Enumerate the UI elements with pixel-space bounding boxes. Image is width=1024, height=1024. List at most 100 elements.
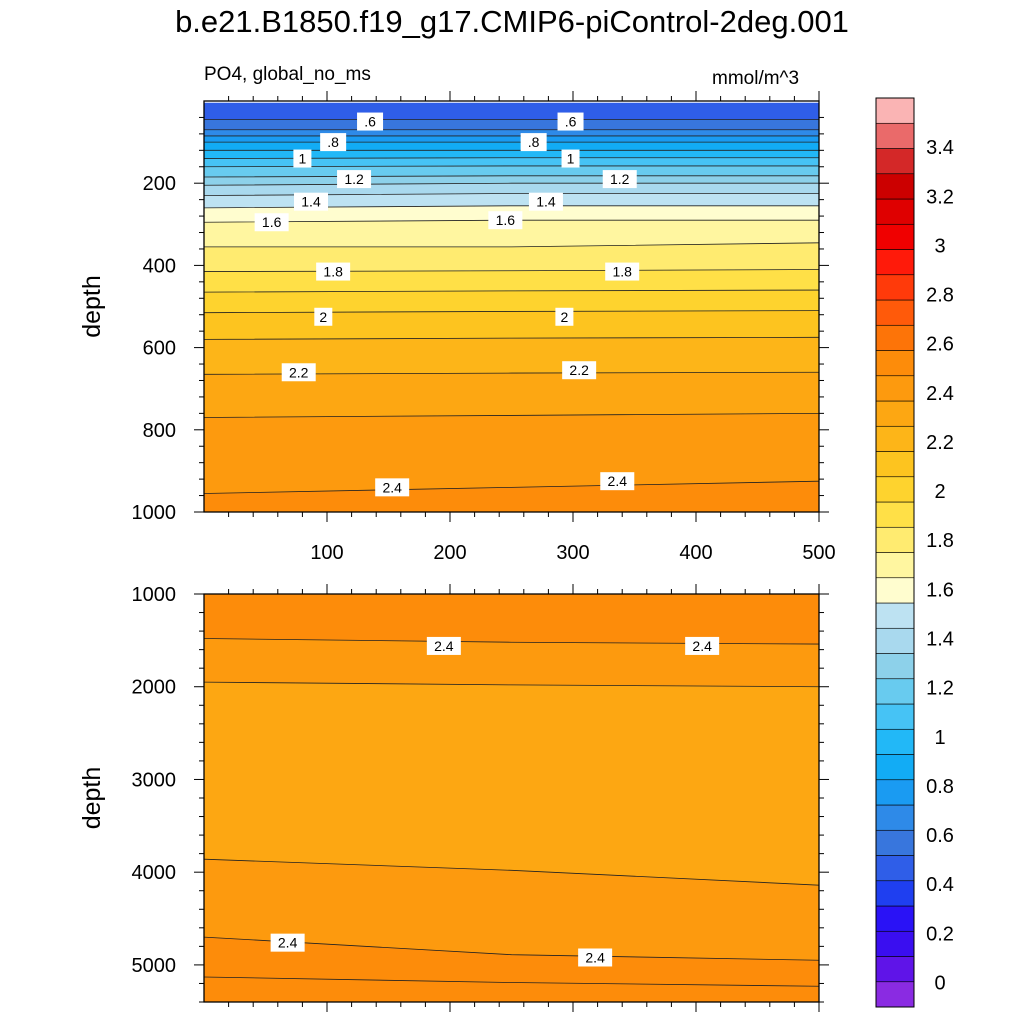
contour-label-text: 2.2 xyxy=(569,362,589,378)
colorbar-segment xyxy=(875,653,915,680)
y-tick-label: 2000 xyxy=(132,677,177,699)
colorbar-segment xyxy=(875,324,915,351)
contour-label: 1.4 xyxy=(528,192,563,211)
contour-label: 1.4 xyxy=(294,192,329,211)
contour-label-text: 2.4 xyxy=(692,638,712,654)
colorbar-segment xyxy=(875,451,915,478)
contour-label-text: 1 xyxy=(567,151,575,167)
y-tick-label: 3000 xyxy=(132,769,177,791)
contour-label: 2 xyxy=(555,307,574,326)
contour-fills xyxy=(204,594,819,1002)
colorbar-segment xyxy=(875,930,915,957)
colorbar-segment xyxy=(875,425,915,452)
colorbar-label: 2.8 xyxy=(926,285,954,307)
colorbar-label: 0.4 xyxy=(926,874,954,896)
x-tick-label: 300 xyxy=(556,542,589,564)
contour-label-text: 2 xyxy=(319,309,327,325)
contour-label-text: .8 xyxy=(528,134,540,150)
x-tick-label: 500 xyxy=(802,542,835,564)
contour-label-text: .6 xyxy=(565,114,577,130)
contour-label-text: 1.6 xyxy=(496,212,516,228)
colorbar-label: 1.6 xyxy=(926,579,954,601)
contour-band xyxy=(204,102,819,120)
contour-label-text: 1.8 xyxy=(323,264,343,280)
contour-label: 2.4 xyxy=(685,636,720,655)
x-tick-label: 200 xyxy=(433,542,466,564)
contour-band xyxy=(204,289,819,313)
contour-label-text: .6 xyxy=(364,114,376,130)
contour-label: 2.4 xyxy=(426,636,461,655)
colorbar-segment xyxy=(875,627,915,654)
contour-line xyxy=(204,182,819,186)
contour-band xyxy=(204,165,819,178)
colorbar-label: 0.6 xyxy=(926,825,954,847)
contour-label-text: 1.4 xyxy=(536,194,556,210)
contour-label-text: 1 xyxy=(299,151,307,167)
contour-label: 2.4 xyxy=(600,472,635,491)
colorbar-segment xyxy=(875,829,915,856)
contour-label: 1 xyxy=(561,149,580,168)
contour-line xyxy=(204,412,819,418)
colorbar-segment xyxy=(875,754,915,781)
contour-label-text: 1.2 xyxy=(344,171,364,187)
colorbar-segment xyxy=(875,880,915,907)
colorbar-segment xyxy=(875,148,915,175)
contour-label: 2.4 xyxy=(375,478,410,497)
contour-label-text: 2.4 xyxy=(585,949,605,965)
contour-label: .8 xyxy=(320,133,347,152)
contour-label-text: 1.6 xyxy=(262,214,282,230)
colorbar-segment xyxy=(875,678,915,705)
colorbar-segment xyxy=(875,97,915,124)
contour-label: .8 xyxy=(520,133,547,152)
contour-line xyxy=(204,269,819,272)
colorbar-label: 1.8 xyxy=(926,530,954,552)
contour-label-text: 1.4 xyxy=(301,194,321,210)
colorbar-segment xyxy=(875,956,915,983)
colorbar-label: 0 xyxy=(934,972,945,994)
contour-label-text: 2.4 xyxy=(434,638,454,654)
contour-band xyxy=(204,638,819,688)
colorbar-segment xyxy=(875,703,915,730)
y-tick-label: 600 xyxy=(143,338,176,360)
contour-line xyxy=(204,858,819,886)
variable-subtitle: PO4, global_no_ms xyxy=(204,64,371,85)
contour-label: .6 xyxy=(357,112,384,131)
colorbar-label: 2.4 xyxy=(926,383,954,405)
contour-label-text: 2.4 xyxy=(382,479,402,495)
colorbar-segment xyxy=(875,855,915,882)
y-tick-label: 1000 xyxy=(132,502,177,524)
units-subtitle: mmol/m^3 xyxy=(712,68,800,89)
colorbar-label: 2.2 xyxy=(926,432,954,454)
y-tick-label: 200 xyxy=(143,173,176,195)
colorbar: 3.4 3.2 3 2.8 2.6 2.4 2.2 2 1.8 1.6 1.4 1.2 1 0.8 0.6 0… xyxy=(875,97,954,1008)
colorbar-label: 1 xyxy=(934,727,945,749)
contour-line xyxy=(204,336,819,340)
y-axis-label: depth xyxy=(78,275,106,338)
y-tick-label: 800 xyxy=(143,420,176,442)
colorbar-label: 0.2 xyxy=(926,923,954,945)
contour-line xyxy=(204,480,819,494)
colorbar-label: 3.4 xyxy=(926,137,954,159)
colorbar-segment xyxy=(875,526,915,553)
contour-label-text: .8 xyxy=(327,134,339,150)
contour-label-text: 2.2 xyxy=(289,364,309,380)
contour-label: 2.4 xyxy=(270,933,305,952)
x-tick-label: 100 xyxy=(310,542,343,564)
colorbar-segment xyxy=(875,173,915,200)
y-tick-label: 5000 xyxy=(132,955,177,977)
colorbar-segment xyxy=(875,905,915,932)
colorbar-segment xyxy=(875,552,915,579)
contour-line xyxy=(204,310,819,314)
colorbar-label: 1.2 xyxy=(926,678,954,700)
contour-band xyxy=(204,135,819,143)
colorbar-segment xyxy=(875,274,915,301)
contour-line xyxy=(204,289,819,293)
contour-band xyxy=(204,681,819,886)
y-axis-label: depth xyxy=(78,767,106,830)
colorbar-segment xyxy=(875,375,915,402)
colorbar-label: 2.6 xyxy=(926,334,954,356)
contour-line xyxy=(204,242,819,248)
contour-label: 1.8 xyxy=(316,262,351,281)
contour-label: 1 xyxy=(293,149,312,168)
colorbar-segment xyxy=(875,602,915,629)
